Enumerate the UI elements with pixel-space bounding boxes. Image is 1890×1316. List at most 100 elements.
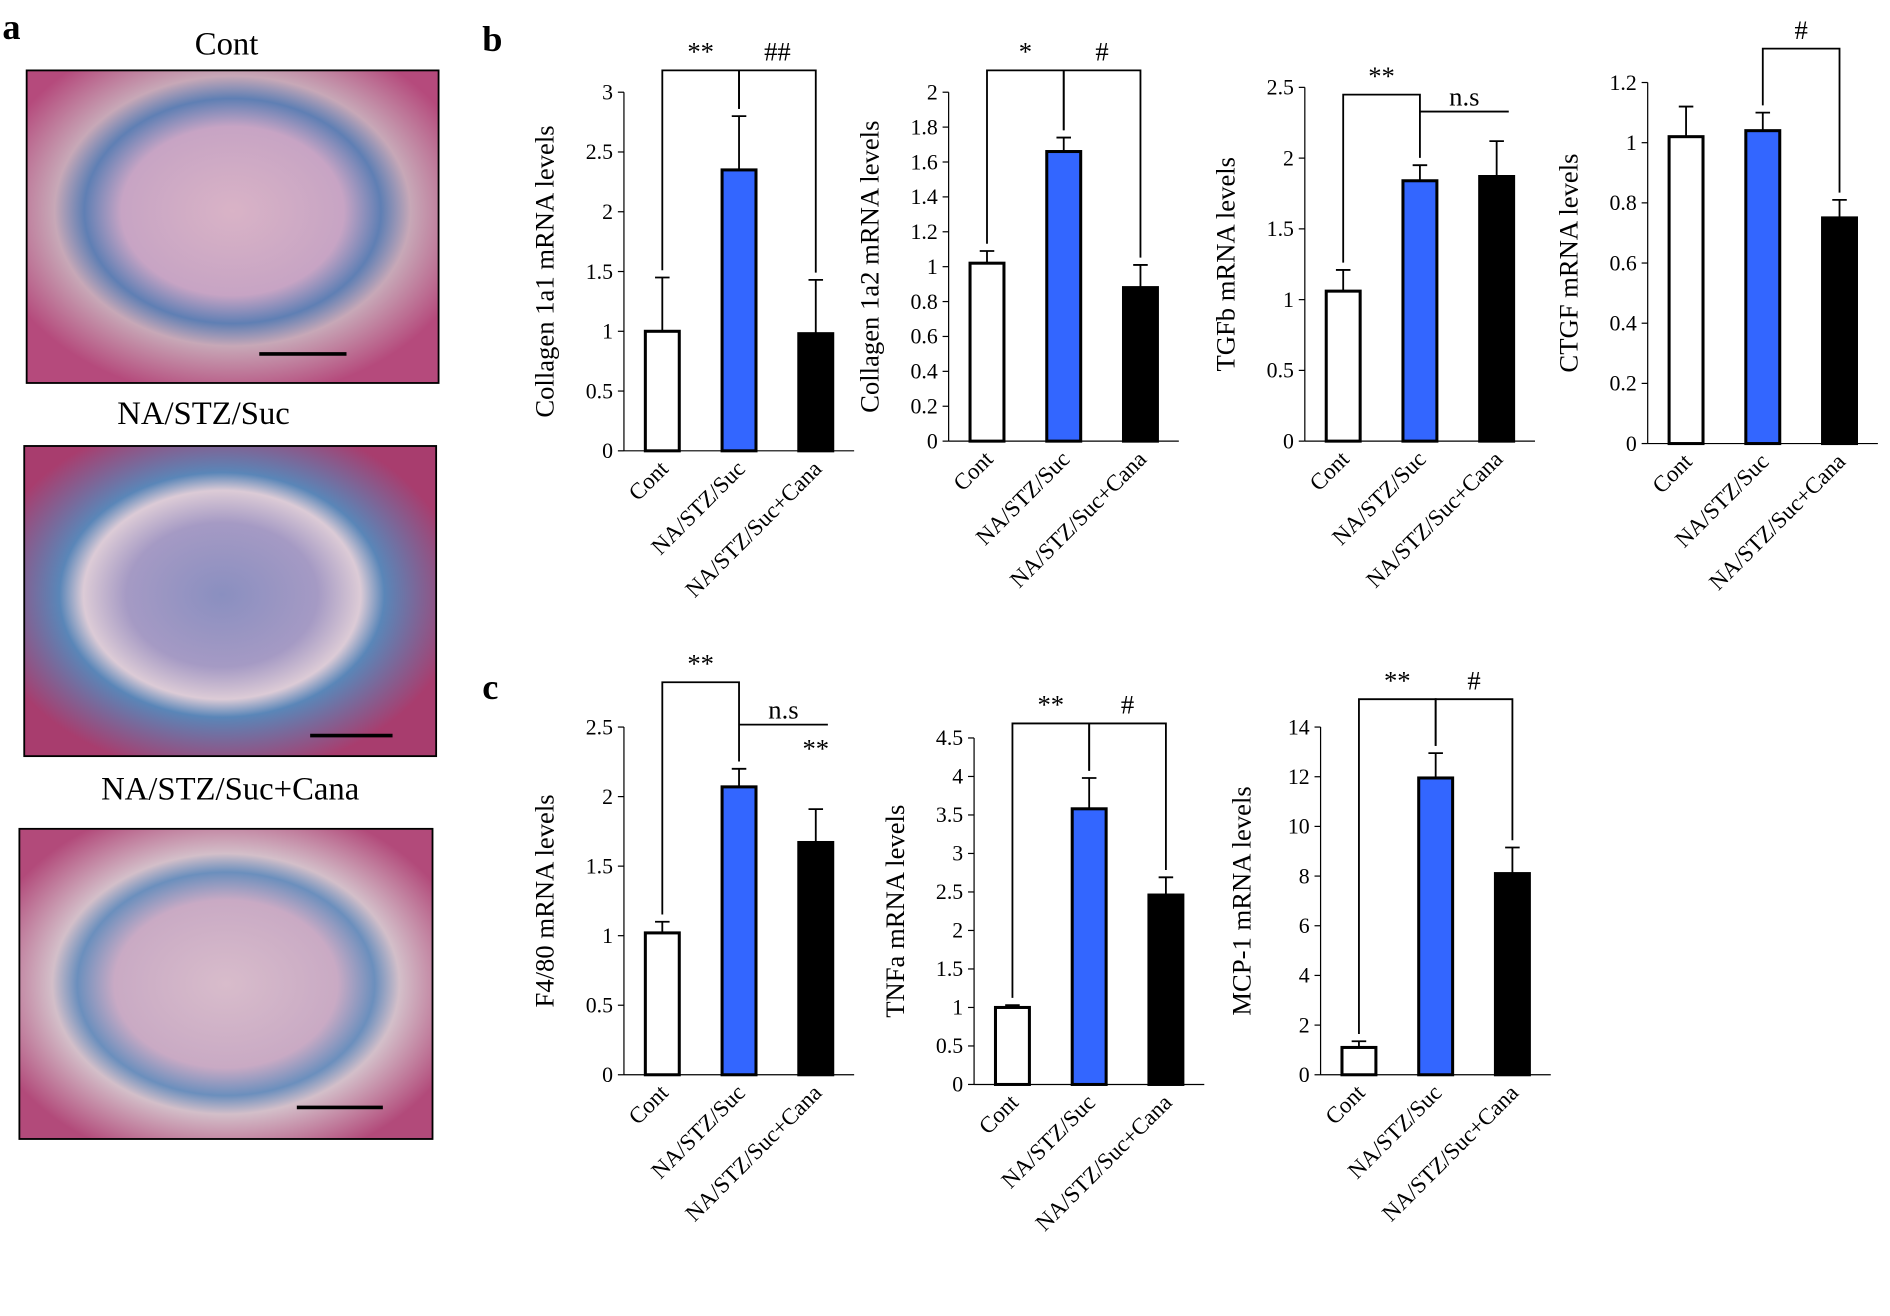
error-bar	[1056, 136, 1071, 152]
y-axis-label: CTGF mRNA levels	[1553, 154, 1583, 373]
bar	[1121, 286, 1159, 443]
bar	[643, 931, 681, 1077]
y-tick-label: 0.5	[936, 1034, 963, 1058]
y-tick-label: 0	[602, 439, 613, 463]
micrograph	[23, 445, 438, 758]
y-tick-label: 0.2	[910, 395, 937, 419]
y-tick-label: 0.5	[586, 993, 613, 1017]
micrograph	[18, 827, 434, 1140]
panel-label: c	[482, 667, 498, 707]
y-axis-label: TGFb mRNA levels	[1211, 157, 1241, 372]
y-tick-label: 2.5	[586, 140, 613, 164]
significance-label: **	[1384, 665, 1411, 695]
image-caption: NA/STZ/Suc+Cana	[101, 772, 360, 808]
significance-label: **	[1368, 61, 1395, 91]
y-tick-label: 0	[602, 1063, 613, 1087]
y-tick-label: 1.5	[1267, 217, 1294, 241]
significance-label: #	[1095, 37, 1108, 67]
y-tick-label: 12	[1288, 765, 1310, 789]
significance-label: **	[802, 733, 829, 763]
bar	[1417, 776, 1455, 1077]
bar	[1340, 1045, 1378, 1077]
bar	[1478, 175, 1516, 443]
significance-label: #	[1794, 15, 1807, 45]
error-bar	[1412, 164, 1428, 181]
bar	[797, 332, 835, 453]
y-axis-label: Collagen 1a1 mRNA levels	[530, 125, 560, 417]
x-tick-label: Cont	[623, 1079, 673, 1129]
image-caption: NA/STZ/Suc	[117, 396, 290, 432]
y-tick-label: 1.4	[910, 185, 937, 209]
error-bar	[979, 250, 995, 264]
y-tick-label: 2	[602, 200, 613, 224]
significance-label: n.s	[768, 695, 798, 725]
x-tick-label: NA/STZ/Suc+Cana	[680, 455, 827, 602]
panel-label: b	[482, 19, 502, 59]
y-tick-label: 0.8	[910, 290, 937, 314]
y-tick-label: 8	[1299, 864, 1310, 888]
error-bar	[1755, 111, 1771, 131]
y-axis-label: TNFa mRNA levels	[880, 805, 910, 1018]
y-tick-label: 1	[952, 996, 963, 1020]
x-tick-label: Cont	[1304, 445, 1354, 495]
error-bar	[1489, 140, 1504, 177]
y-tick-label: 2	[952, 919, 963, 943]
significance-label: n.s	[1449, 82, 1479, 112]
error-bar	[1158, 876, 1174, 896]
y-tick-label: 3	[602, 80, 613, 104]
y-axis-label: Collagen 1a2 mRNA levels	[854, 121, 884, 413]
bar	[993, 1005, 1031, 1086]
x-tick-label: NA/STZ/Suc+Cana	[1376, 1079, 1523, 1226]
bar	[720, 785, 758, 1077]
x-tick-label: NA/STZ/Suc+Cana	[1704, 448, 1851, 595]
error-bar	[808, 808, 824, 843]
y-axis-label: MCP-1 mRNA levels	[1226, 786, 1256, 1015]
significance-bracket	[1088, 722, 1167, 871]
error-bar	[808, 278, 824, 334]
error-bar	[655, 276, 670, 332]
y-tick-label: 1.5	[586, 260, 613, 284]
y-tick-label: 2.5	[586, 715, 613, 739]
significance-bracket	[1761, 47, 1841, 193]
y-tick-label: 2	[1299, 1013, 1310, 1037]
error-bar	[1335, 269, 1351, 292]
x-tick-label: NA/STZ/Suc+Cana	[680, 1079, 827, 1226]
error-bar	[655, 920, 670, 933]
bar	[968, 261, 1006, 443]
y-tick-label: 0.2	[1610, 372, 1637, 396]
y-tick-label: 0.6	[1610, 251, 1637, 275]
x-tick-label: NA/STZ/Suc+Cana	[1361, 446, 1508, 593]
x-tick-label: Cont	[973, 1089, 1023, 1139]
x-tick-label: NA/STZ/Suc+Cana	[1004, 446, 1151, 593]
y-tick-label: 3.5	[936, 803, 963, 827]
error-bar	[1678, 105, 1694, 137]
x-tick-label: Cont	[623, 455, 673, 505]
y-tick-label: 3	[952, 842, 963, 866]
bar	[1493, 872, 1531, 1077]
y-tick-label: 1.6	[910, 150, 937, 174]
y-tick-label: 1	[1283, 288, 1294, 312]
y-tick-label: 4	[952, 765, 963, 789]
y-tick-label: 4.5	[936, 726, 963, 750]
bar	[797, 840, 835, 1077]
y-tick-label: 10	[1288, 815, 1310, 839]
y-tick-label: 0.6	[910, 325, 937, 349]
error-bar	[1081, 777, 1097, 809]
x-tick-label: Cont	[1647, 448, 1697, 498]
image-caption: Cont	[195, 27, 259, 63]
bar	[1324, 289, 1362, 443]
significance-bracket	[661, 681, 740, 915]
error-bar	[1005, 1004, 1020, 1008]
x-tick-label: NA/STZ/Suc+Cana	[1030, 1089, 1177, 1236]
y-tick-label: 2.5	[936, 880, 963, 904]
y-tick-label: 0.5	[1267, 359, 1294, 383]
y-tick-label: 1.8	[910, 115, 937, 139]
significance-label: *	[1019, 37, 1032, 67]
y-tick-label: 14	[1288, 715, 1310, 739]
y-tick-label: 0.8	[1610, 191, 1637, 215]
y-tick-label: 0.4	[1610, 311, 1637, 335]
significance-label: #	[1121, 690, 1134, 720]
y-tick-label: 0	[1299, 1063, 1310, 1087]
